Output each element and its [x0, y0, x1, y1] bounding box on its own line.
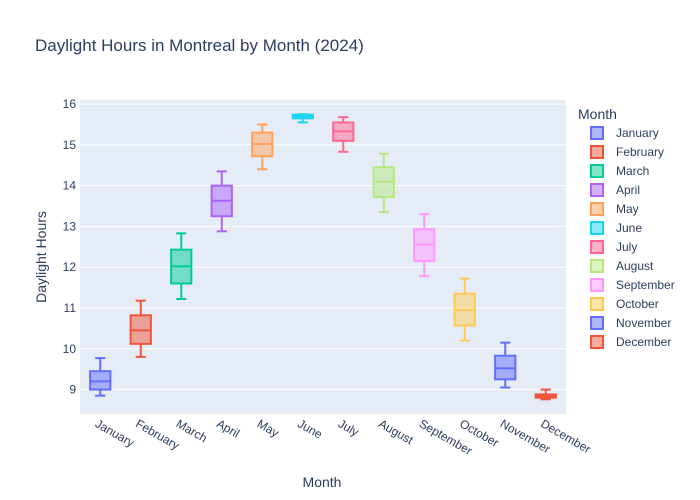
- legend-title: Month: [578, 106, 617, 122]
- legend-swatch: [590, 240, 604, 254]
- legend-swatch: [590, 202, 604, 216]
- x-tick-label: August: [376, 416, 416, 447]
- y-tick-label: 13: [63, 219, 77, 233]
- legend-label: January: [616, 126, 659, 140]
- plot-area: [80, 100, 566, 414]
- legend-label: August: [616, 259, 654, 273]
- legend-swatch: [590, 221, 604, 235]
- box-may: [251, 123, 274, 171]
- box-september: [413, 213, 436, 278]
- x-tick-label: June: [295, 416, 325, 441]
- legend-swatch: [590, 183, 604, 197]
- legend-item-september: September: [590, 278, 675, 292]
- y-tick-label: 11: [64, 301, 77, 315]
- box-march: [170, 232, 193, 301]
- legend-item-june: June: [590, 221, 642, 235]
- legend-label: December: [616, 335, 671, 349]
- legend-label: July: [616, 240, 637, 254]
- legend-item-march: March: [590, 164, 649, 178]
- box-july: [332, 116, 355, 153]
- x-tick-label: May: [255, 416, 282, 439]
- legend-swatch: [590, 145, 604, 159]
- legend-swatch: [590, 126, 604, 140]
- y-tick-labels: 9 10 11 12 13 14 15 16: [63, 97, 77, 396]
- box-june: [291, 113, 314, 124]
- y-tick-label: 10: [63, 342, 77, 356]
- legend-item-august: August: [590, 259, 654, 273]
- legend-label: September: [616, 278, 675, 292]
- box-december: [534, 388, 557, 401]
- x-tick-label: July: [336, 416, 361, 439]
- box-april: [210, 170, 233, 233]
- legend-item-february: February: [590, 145, 664, 159]
- x-axis-title: Month: [303, 474, 342, 490]
- x-tick-label: February: [133, 416, 182, 452]
- y-axis-title: Daylight Hours: [33, 211, 49, 303]
- legend-label: May: [616, 202, 639, 216]
- legend-swatch: [590, 278, 604, 292]
- legend-item-april: April: [590, 183, 640, 197]
- legend-swatch: [590, 259, 604, 273]
- legend-item-november: November: [590, 316, 671, 330]
- chart-title: Daylight Hours in Montreal by Month (202…: [35, 36, 364, 55]
- legend-item-december: December: [590, 335, 671, 349]
- legend: Month January February March April May June Ju…: [578, 106, 675, 349]
- y-tick-label: 9: [69, 383, 76, 397]
- y-tick-label: 15: [63, 138, 77, 152]
- x-tick-label: April: [214, 416, 242, 440]
- x-tick-label: January: [93, 416, 137, 449]
- legend-swatch: [590, 297, 604, 311]
- box-november: [494, 341, 517, 389]
- legend-item-january: January: [590, 126, 659, 140]
- legend-label: April: [616, 183, 640, 197]
- box-october: [453, 277, 476, 342]
- legend-swatch: [590, 164, 604, 178]
- box-august: [372, 152, 395, 214]
- legend-label: March: [616, 164, 649, 178]
- legend-swatch: [590, 316, 604, 330]
- legend-item-july: July: [590, 240, 637, 254]
- y-tick-label: 16: [63, 97, 77, 111]
- box-january: [89, 357, 112, 397]
- legend-item-may: May: [590, 202, 639, 216]
- boxes: [89, 113, 557, 401]
- y-tick-label: 14: [63, 179, 77, 193]
- legend-label: October: [616, 297, 659, 311]
- y-tick-label: 12: [63, 260, 77, 274]
- gridlines: [80, 103, 566, 391]
- legend-item-october: October: [590, 297, 659, 311]
- legend-label: June: [616, 221, 642, 235]
- legend-swatch: [590, 335, 604, 349]
- legend-label: November: [616, 316, 671, 330]
- iqr-box: [89, 370, 112, 391]
- box-february: [129, 299, 152, 358]
- legend-label: February: [616, 145, 664, 159]
